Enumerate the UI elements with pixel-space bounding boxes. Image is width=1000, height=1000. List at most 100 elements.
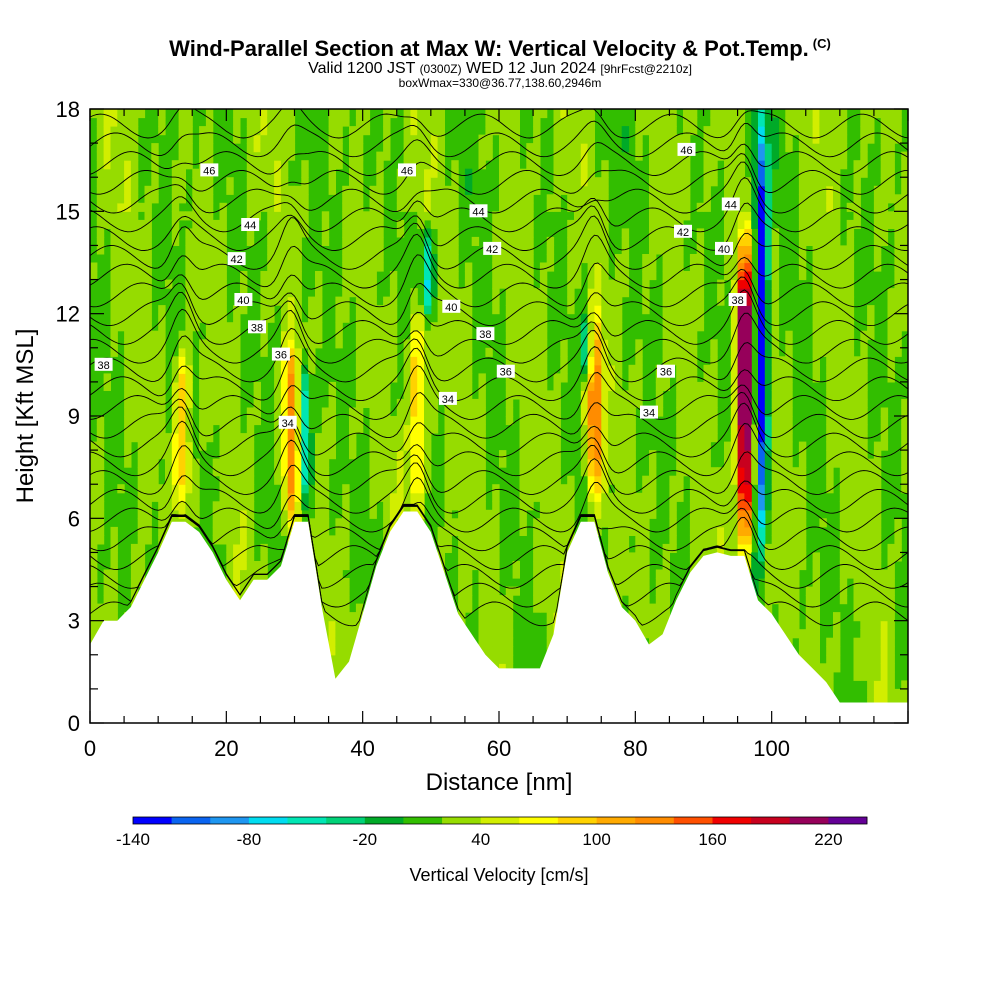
velocity-cell bbox=[724, 271, 732, 281]
velocity-cell bbox=[751, 578, 759, 588]
velocity-cell bbox=[444, 245, 452, 255]
velocity-cell bbox=[805, 185, 814, 195]
velocity-cell bbox=[724, 475, 732, 485]
velocity-cell bbox=[219, 407, 227, 417]
velocity-cell bbox=[389, 347, 398, 357]
velocity-cell bbox=[683, 109, 691, 119]
velocity-cell bbox=[171, 484, 180, 494]
velocity-cell bbox=[430, 109, 439, 119]
velocity-cell bbox=[771, 381, 780, 391]
velocity-cell bbox=[444, 467, 452, 477]
velocity-cell bbox=[301, 219, 309, 229]
velocity-cell bbox=[294, 475, 302, 485]
velocity-cell bbox=[464, 185, 473, 195]
velocity-cell bbox=[464, 475, 473, 485]
velocity-cell bbox=[594, 518, 602, 528]
velocity-cell bbox=[199, 356, 207, 366]
velocity-cell bbox=[798, 467, 807, 477]
velocity-cell bbox=[758, 288, 766, 298]
velocity-cell bbox=[410, 151, 418, 161]
velocity-cell bbox=[574, 126, 582, 136]
velocity-cell bbox=[724, 236, 732, 246]
velocity-cell bbox=[778, 416, 786, 426]
velocity-cell bbox=[110, 279, 118, 289]
velocity-cell bbox=[212, 305, 221, 315]
velocity-cell bbox=[478, 373, 486, 383]
velocity-cell bbox=[335, 151, 343, 161]
velocity-cell bbox=[505, 271, 514, 281]
velocity-cell bbox=[376, 254, 384, 264]
velocity-cell bbox=[253, 390, 261, 400]
velocity-cell bbox=[233, 458, 241, 468]
velocity-cell bbox=[512, 339, 520, 349]
velocity-cell bbox=[764, 322, 773, 332]
velocity-cell bbox=[444, 518, 452, 528]
velocity-cell bbox=[444, 254, 452, 264]
velocity-cell bbox=[137, 450, 146, 460]
velocity-cell bbox=[594, 433, 602, 443]
velocity-cell bbox=[171, 390, 180, 400]
velocity-cell bbox=[280, 117, 289, 127]
velocity-cell bbox=[424, 305, 432, 315]
velocity-cell bbox=[444, 330, 452, 340]
velocity-cell bbox=[751, 458, 759, 468]
valid-time: Valid 1200 JST bbox=[308, 60, 416, 77]
velocity-cell bbox=[192, 288, 200, 298]
velocity-cell bbox=[355, 271, 364, 281]
velocity-cell bbox=[826, 305, 834, 315]
velocity-cell bbox=[342, 236, 350, 246]
velocity-cell bbox=[144, 296, 152, 306]
velocity-cell bbox=[689, 424, 698, 434]
velocity-cell bbox=[751, 168, 759, 178]
velocity-cell bbox=[321, 535, 330, 545]
velocity-cell bbox=[301, 467, 309, 477]
velocity-cell bbox=[308, 526, 316, 536]
velocity-cell bbox=[512, 126, 520, 136]
velocity-cell bbox=[580, 194, 589, 204]
velocity-cell bbox=[464, 356, 473, 366]
velocity-cell bbox=[444, 228, 452, 238]
velocity-cell bbox=[144, 313, 152, 323]
velocity-cell bbox=[342, 518, 350, 528]
velocity-cell bbox=[778, 603, 786, 613]
velocity-cell bbox=[96, 518, 105, 528]
velocity-cell bbox=[478, 160, 486, 170]
velocity-cell bbox=[730, 254, 739, 264]
velocity-cell bbox=[383, 509, 391, 519]
velocity-cell bbox=[342, 305, 350, 315]
velocity-cell bbox=[771, 254, 780, 264]
velocity-cell bbox=[526, 373, 534, 383]
velocity-cell bbox=[417, 501, 425, 511]
velocity-cell bbox=[410, 433, 418, 443]
velocity-cell bbox=[205, 117, 214, 127]
velocity-cell bbox=[567, 262, 575, 272]
velocity-cell bbox=[744, 228, 752, 238]
velocity-cell bbox=[499, 254, 507, 264]
velocity-cell bbox=[369, 424, 377, 434]
velocity-cell bbox=[587, 211, 595, 221]
velocity-cell bbox=[267, 168, 275, 178]
velocity-cell bbox=[533, 305, 541, 315]
velocity-cell bbox=[519, 288, 527, 298]
velocity-cell bbox=[826, 279, 834, 289]
velocity-cell bbox=[233, 518, 241, 528]
velocity-cell bbox=[287, 484, 296, 494]
velocity-cell bbox=[662, 279, 670, 289]
velocity-cell bbox=[764, 151, 773, 161]
velocity-cell bbox=[355, 305, 364, 315]
velocity-cell bbox=[764, 595, 773, 605]
velocity-cell bbox=[812, 339, 820, 349]
velocity-cell bbox=[771, 262, 780, 272]
velocity-cell bbox=[676, 398, 684, 408]
velocity-cell bbox=[137, 322, 146, 332]
velocity-cell bbox=[410, 126, 418, 136]
velocity-cell bbox=[662, 143, 670, 153]
velocity-cell bbox=[533, 603, 541, 613]
velocity-cell bbox=[430, 381, 439, 391]
velocity-cell bbox=[246, 109, 255, 119]
velocity-cell bbox=[580, 245, 589, 255]
velocity-cell bbox=[655, 194, 664, 204]
velocity-cell bbox=[621, 475, 630, 485]
velocity-cell bbox=[376, 305, 384, 315]
velocity-cell bbox=[601, 279, 609, 289]
